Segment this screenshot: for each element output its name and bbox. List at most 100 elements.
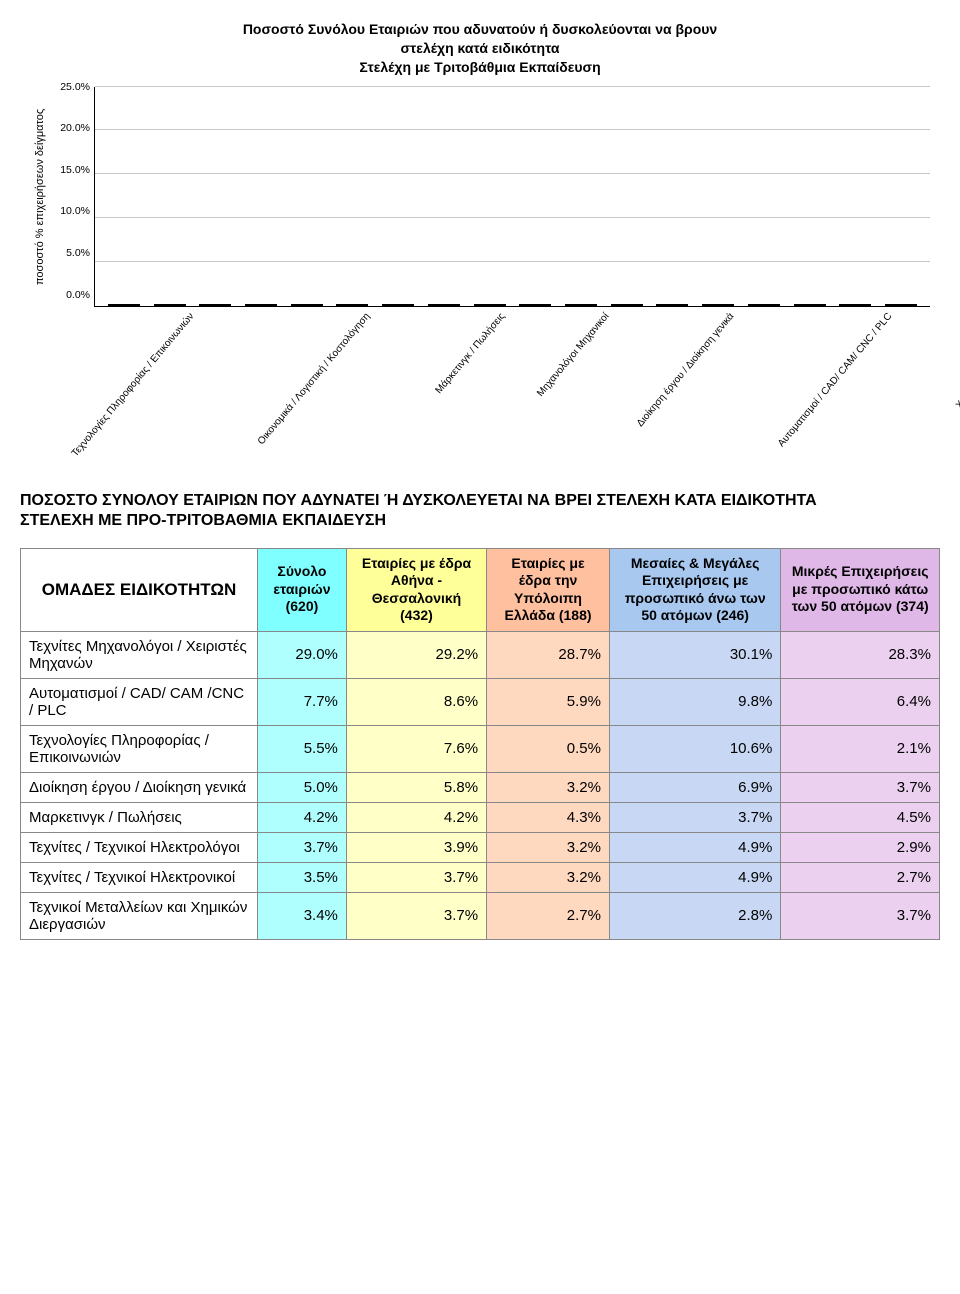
bar-slot — [330, 304, 376, 306]
table-cell: 2.8% — [609, 892, 780, 939]
table-row: Τεχνίτες / Τεχνικοί Ηλεκτρολόγοι3.7%3.9%… — [21, 832, 940, 862]
chart-bar — [565, 304, 597, 306]
table-header-row: ΟΜΑΔΕΣ ΕΙΔΙΚΟΤΗΤΩΝ Σύνολο εταιριών (620)… — [21, 548, 940, 631]
x-axis-label: Τεχνολογίες Πληροφορίας / Επικοινωνιών — [70, 311, 197, 459]
y-tick: 15.0% — [50, 164, 90, 176]
gridline — [95, 129, 930, 130]
chart-bar — [291, 304, 323, 306]
table-cell: 5.5% — [258, 725, 347, 772]
table-cell: 6.9% — [609, 772, 780, 802]
table-row: Μαρκετινγκ / Πωλήσεις4.2%4.2%4.3%3.7%4.5… — [21, 802, 940, 832]
table-cell: 0.5% — [487, 725, 610, 772]
x-label-slot: Τεχνολογίες Πληροφορίας / Επικοινωνιών — [96, 307, 280, 462]
table-row: Τεχνίτες / Τεχνικοί Ηλεκτρονικοί3.5%3.7%… — [21, 862, 940, 892]
table-cell: 30.1% — [609, 631, 780, 678]
table-row: Διοίκηση έργου / Διοίκηση γενικά5.0%5.8%… — [21, 772, 940, 802]
y-tick: 20.0% — [50, 122, 90, 134]
chart-bar — [108, 304, 140, 306]
table-cell: 9.8% — [609, 678, 780, 725]
gridline — [95, 173, 930, 174]
table-column-header: Εταιρίες με έδρα Αθήνα - Θεσσαλονική (43… — [346, 548, 486, 631]
bar-slot — [421, 304, 467, 306]
chart-bar — [702, 304, 734, 306]
table-cell: 5.0% — [258, 772, 347, 802]
gridline — [95, 86, 930, 87]
table-cell: 28.7% — [487, 631, 610, 678]
table-cell: 2.7% — [487, 892, 610, 939]
section-subheading: ΣΤΕΛΕΧΗ ΜΕ ΠΡΟ-ΤΡΙΤΟΒΑΘΜΙΑ ΕΚΠΑΙΔΕΥΣΗ — [20, 512, 940, 530]
table-column-header: Εταιρίες με έδρα την Υπόλοιπη Ελλάδα (18… — [487, 548, 610, 631]
bar-slot — [878, 304, 924, 306]
gridline — [95, 261, 930, 262]
table-row-label: Τεχνίτες / Τεχνικοί Ηλεκτρολόγοι — [21, 832, 258, 862]
y-axis-ticks: 25.0%20.0%15.0%10.0%5.0%0.0% — [50, 87, 94, 307]
table-cell: 3.7% — [346, 892, 486, 939]
table-row-label: Τεχνίτες / Τεχνικοί Ηλεκτρονικοί — [21, 862, 258, 892]
table-cell: 4.5% — [781, 802, 940, 832]
table-cell: 3.7% — [781, 772, 940, 802]
x-label-slot: Οικονομικά / Λογιστική / Κοστολόγηση — [280, 307, 448, 462]
chart-title-line3: Στελέχη με Τριτοβάθμια Εκπαίδευση — [359, 59, 600, 75]
table-corner-header: ΟΜΑΔΕΣ ΕΙΔΙΚΟΤΗΤΩΝ — [21, 548, 258, 631]
bar-slot — [741, 304, 787, 306]
table-cell: 3.7% — [781, 892, 940, 939]
table-cell: 7.7% — [258, 678, 347, 725]
chart-bar — [839, 304, 871, 306]
bar-slot — [101, 304, 147, 306]
table-cell: 3.5% — [258, 862, 347, 892]
bar-slot — [650, 304, 696, 306]
table-row-label: Διοίκηση έργου / Διοίκηση γενικά — [21, 772, 258, 802]
table-cell: 3.7% — [609, 802, 780, 832]
table-cell: 28.3% — [781, 631, 940, 678]
chart-plot-area — [94, 87, 930, 307]
bar-slot — [467, 304, 513, 306]
table-cell: 2.7% — [781, 862, 940, 892]
gridline — [95, 217, 930, 218]
table-cell: 4.2% — [258, 802, 347, 832]
table-row: Τεχνίτες Μηχανολόγοι / Χειριστές Μηχανών… — [21, 631, 940, 678]
chart-bar — [154, 304, 186, 306]
chart-bar — [611, 304, 643, 306]
x-label-slot: Μάρκετινγκ / Πωλήσεις — [448, 307, 550, 462]
bar-slot — [512, 304, 558, 306]
bar-slot — [558, 304, 604, 306]
bar-slot — [695, 304, 741, 306]
y-tick: 0.0% — [50, 289, 90, 301]
chart-bar — [245, 304, 277, 306]
table-row-label: Τεχνίτες Μηχανολόγοι / Χειριστές Μηχανών — [21, 631, 258, 678]
table-column-header: Μεσαίες & Μεγάλες Επιχειρήσεις με προσωπ… — [609, 548, 780, 631]
table-cell: 3.7% — [346, 862, 486, 892]
table-cell: 4.2% — [346, 802, 486, 832]
x-axis-labels: Τεχνολογίες Πληροφορίας / ΕπικοινωνιώνΟι… — [90, 307, 930, 462]
table-row: Αυτοματισμοί / CAD/ CAM /CNC / PLC7.7%8.… — [21, 678, 940, 725]
x-label-slot: Μηχανολόγοι Μηχανικοί — [550, 307, 656, 462]
bar-slot — [147, 304, 193, 306]
chart-bar — [428, 304, 460, 306]
table-cell: 8.6% — [346, 678, 486, 725]
table-row-label: Τεχνικοί Μεταλλείων και Χημικών Διεργασι… — [21, 892, 258, 939]
y-tick: 25.0% — [50, 81, 90, 93]
bar-chart: Ποσοστό Συνόλου Εταιριών που αδυνατούν ή… — [30, 20, 930, 462]
table-cell: 6.4% — [781, 678, 940, 725]
table-row-label: Μαρκετινγκ / Πωλήσεις — [21, 802, 258, 832]
chart-bar — [199, 304, 231, 306]
bar-slot — [192, 304, 238, 306]
y-axis-label: ποσοστό % επιχειρήσεων δείγματος — [30, 87, 50, 307]
chart-title-line1: Ποσοστό Συνόλου Εταιριών που αδυνατούν ή… — [243, 21, 717, 37]
chart-bar — [474, 304, 506, 306]
bar-slot — [238, 304, 284, 306]
table-body: Τεχνίτες Μηχανολόγοι / Χειριστές Μηχανών… — [21, 631, 940, 939]
table-row: Τεχνικοί Μεταλλείων και Χημικών Διεργασι… — [21, 892, 940, 939]
chart-bar — [519, 304, 551, 306]
bar-slot — [604, 304, 650, 306]
chart-bar — [382, 304, 414, 306]
chart-bar — [794, 304, 826, 306]
table-column-header: Σύνολο εταιριών (620) — [258, 548, 347, 631]
table-cell: 2.1% — [781, 725, 940, 772]
table-cell: 3.2% — [487, 862, 610, 892]
y-tick: 10.0% — [50, 205, 90, 217]
table-cell: 3.9% — [346, 832, 486, 862]
bar-slot — [284, 304, 330, 306]
data-table: ΟΜΑΔΕΣ ΕΙΔΙΚΟΤΗΤΩΝ Σύνολο εταιριών (620)… — [20, 548, 940, 940]
table-cell: 4.9% — [609, 862, 780, 892]
